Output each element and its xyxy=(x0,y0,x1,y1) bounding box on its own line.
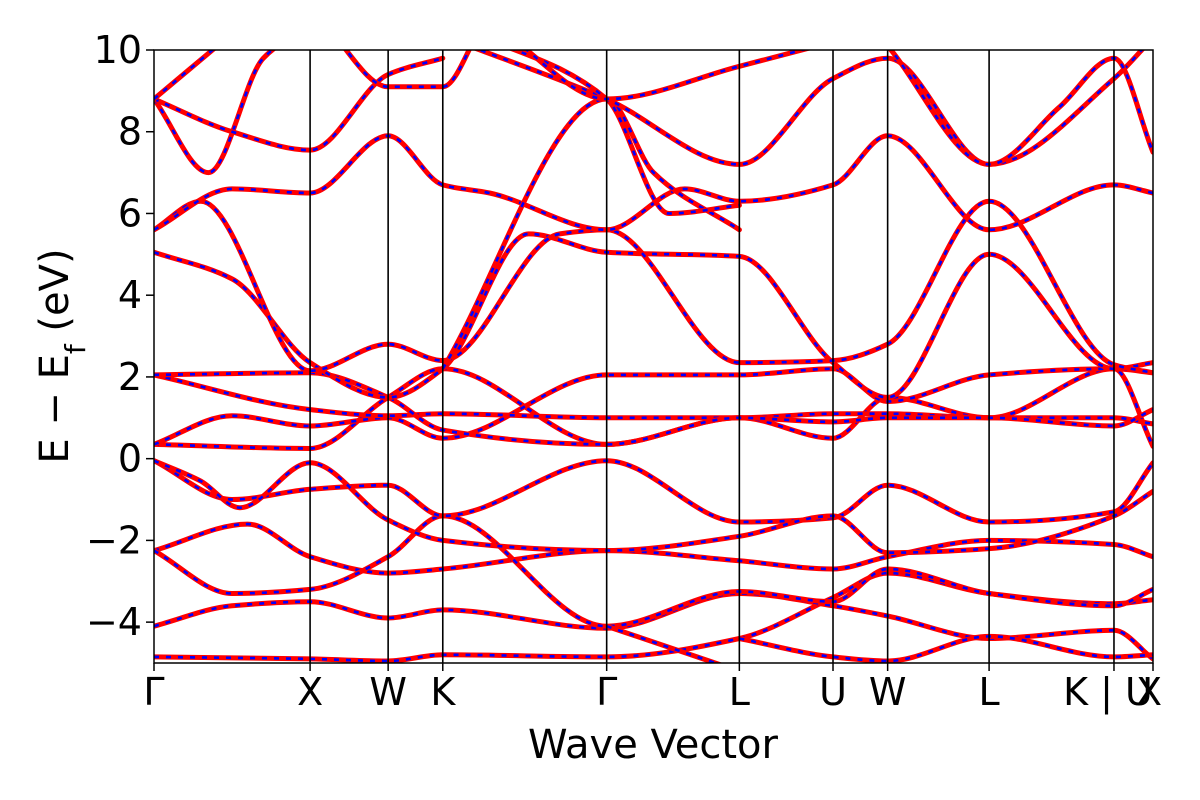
band-line-overlay xyxy=(154,50,275,174)
x-tick-label: L xyxy=(729,670,750,714)
y-axis-label: E − Ef (eV) xyxy=(32,248,92,463)
x-tick-label: L xyxy=(979,670,1000,714)
y-tick-label: 4 xyxy=(118,273,142,317)
x-tick-label: X xyxy=(297,670,323,714)
y-tick-label: 8 xyxy=(118,110,142,154)
band-line-overlay xyxy=(154,50,215,100)
y-axis-label-main: E − E xyxy=(32,354,78,464)
y-tick-label: −2 xyxy=(86,518,142,562)
band-line-overlay xyxy=(606,624,720,663)
x-tick-label: K | U xyxy=(1063,670,1153,715)
band-line-overlay xyxy=(889,50,1153,166)
y-axis-label-subscript: f xyxy=(59,343,92,354)
x-tick-label: Γ xyxy=(143,670,164,714)
y-axis-label-unit: (eV) xyxy=(32,248,78,344)
x-tick-label: W xyxy=(369,670,407,714)
high-symmetry-lines xyxy=(309,50,1115,663)
x-tick-label: K xyxy=(430,670,456,714)
x-tick-label: X xyxy=(1136,670,1162,714)
x-axis-label: Wave Vector xyxy=(528,722,779,768)
y-tick-label: 2 xyxy=(118,355,142,399)
band-line-overlay xyxy=(739,635,1153,663)
band-line xyxy=(343,50,472,90)
band-line-overlay xyxy=(511,50,740,215)
y-tick-label: 10 xyxy=(94,28,142,72)
y-tick-label: −4 xyxy=(86,600,142,644)
band-line-overlay xyxy=(524,50,808,101)
band-line-overlay xyxy=(154,134,1153,232)
y-tick-label: 6 xyxy=(118,191,142,235)
x-tick-label: U xyxy=(819,670,847,714)
band-line-overlay xyxy=(154,371,1153,446)
x-tick-label: Γ xyxy=(596,670,617,714)
x-tick-label: W xyxy=(869,670,907,714)
y-axis-ticks: 10 8 6 4 2 0 −2 −4 xyxy=(86,28,154,644)
plot-frame xyxy=(153,49,1154,664)
band-line-overlay xyxy=(154,367,1153,446)
y-tick-label: 0 xyxy=(118,437,142,481)
